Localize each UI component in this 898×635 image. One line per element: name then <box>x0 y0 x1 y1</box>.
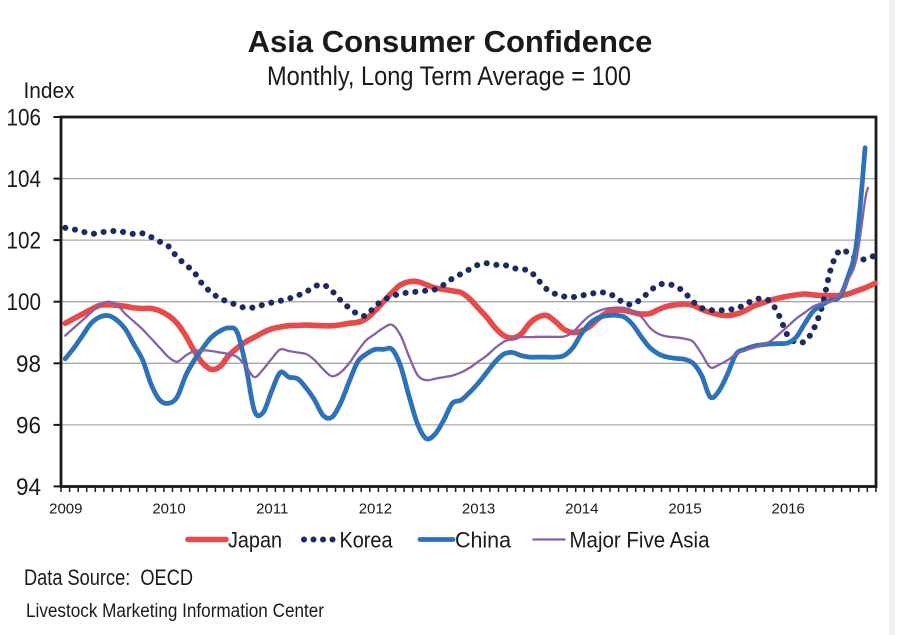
svg-text:Korea: Korea <box>340 528 394 553</box>
svg-text:Data Source: OECD: Data Source: OECD <box>24 565 193 590</box>
svg-text:2013: 2013 <box>462 501 495 518</box>
svg-text:Monthly, Long Term Average = 1: Monthly, Long Term Average = 100 <box>267 61 631 91</box>
svg-text:2009: 2009 <box>49 501 82 518</box>
svg-text:104: 104 <box>7 166 42 193</box>
svg-text:2014: 2014 <box>565 501 598 518</box>
svg-text:106: 106 <box>7 105 42 132</box>
svg-text:2015: 2015 <box>668 501 701 518</box>
svg-text:Japan: Japan <box>228 528 282 553</box>
svg-text:2012: 2012 <box>359 501 392 518</box>
svg-text:96: 96 <box>16 412 41 439</box>
svg-text:Index: Index <box>24 78 75 103</box>
svg-text:94: 94 <box>16 474 41 501</box>
svg-text:Asia Consumer Confidence: Asia Consumer Confidence <box>248 24 653 59</box>
svg-text:Major Five Asia: Major Five Asia <box>570 528 711 553</box>
svg-text:2011: 2011 <box>256 501 288 518</box>
svg-text:98: 98 <box>16 351 41 378</box>
svg-text:China: China <box>455 528 512 553</box>
svg-text:100: 100 <box>7 289 42 316</box>
svg-text:Livestock Marketing Informatio: Livestock Marketing Information Center <box>26 601 325 622</box>
svg-text:2010: 2010 <box>152 501 185 518</box>
svg-text:102: 102 <box>7 228 42 255</box>
svg-text:2016: 2016 <box>772 501 805 518</box>
